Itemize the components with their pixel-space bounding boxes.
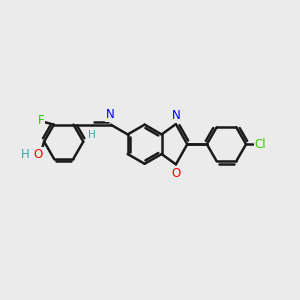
Text: H: H bbox=[21, 148, 29, 161]
Text: F: F bbox=[38, 114, 44, 127]
Text: H: H bbox=[88, 130, 96, 140]
Text: Cl: Cl bbox=[255, 138, 266, 151]
Text: N: N bbox=[106, 108, 115, 121]
Text: O: O bbox=[171, 167, 181, 180]
Text: O: O bbox=[34, 148, 43, 161]
Text: N: N bbox=[172, 109, 180, 122]
